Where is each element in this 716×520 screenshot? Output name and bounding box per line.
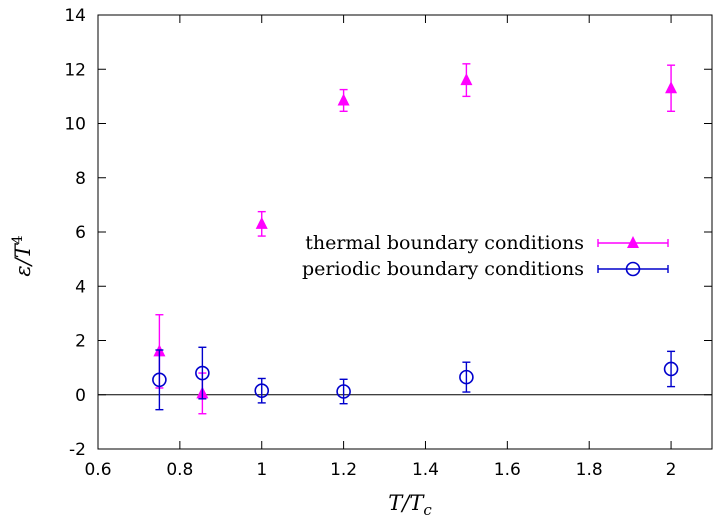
x-axis-title: T/Tc <box>388 491 432 519</box>
y-tick-label: 8 <box>75 169 86 189</box>
circle-marker <box>254 383 270 398</box>
data-point <box>663 350 679 388</box>
y-tick-label: 0 <box>75 386 86 406</box>
circle-marker <box>152 372 167 388</box>
y-tick-label: 12 <box>64 60 86 80</box>
x-axis-title-base: T/T <box>388 491 425 515</box>
y-tick-label: 4 <box>75 277 86 297</box>
x-axis-title-sub: c <box>423 501 432 519</box>
y-tick-label: 6 <box>75 223 86 243</box>
legend-item: periodic boundary conditions <box>302 258 669 280</box>
data-point <box>152 349 167 411</box>
y-tick-label: 14 <box>64 6 86 26</box>
legend-item: thermal boundary conditions <box>305 232 669 254</box>
x-tick-label: 1.4 <box>412 460 439 480</box>
legend-label: periodic boundary conditions <box>302 258 584 280</box>
x-tick-label: 1.6 <box>494 460 521 480</box>
data-point <box>459 361 474 393</box>
circle-marker <box>336 384 351 399</box>
triangle-marker <box>627 236 639 248</box>
y-tick-label: -2 <box>69 440 86 460</box>
circle-marker <box>195 365 210 381</box>
circle-marker <box>625 261 641 277</box>
circle-marker <box>459 369 474 385</box>
y-tick-label: 2 <box>75 332 86 352</box>
x-tick-label: 1 <box>256 460 267 480</box>
triangle-marker <box>337 93 350 106</box>
circle-marker <box>663 361 679 377</box>
series-layer <box>152 63 679 415</box>
data-point <box>337 88 350 112</box>
x-tick-label: 0.8 <box>166 460 193 480</box>
data-point <box>255 210 268 237</box>
y-axis-title-sup: 4 <box>10 235 26 244</box>
data-point <box>195 346 210 400</box>
y-tick-label: 10 <box>64 115 86 135</box>
y-axis-title: ε/T4 <box>10 235 35 276</box>
triangle-marker <box>665 81 678 94</box>
data-point <box>460 63 473 98</box>
triangle-marker <box>460 73 473 86</box>
triangle-marker <box>255 216 268 229</box>
x-tick-label: 1.8 <box>576 460 603 480</box>
legend: thermal boundary conditions periodic boun… <box>302 232 669 280</box>
legend-label: thermal boundary conditions <box>305 232 584 254</box>
x-tick-label: 1.2 <box>330 460 357 480</box>
x-tick-label: 2 <box>666 460 677 480</box>
data-point <box>336 378 351 405</box>
data-point <box>254 377 270 404</box>
x-tick-label: 0.6 <box>84 460 111 480</box>
y-axis-title-base: ε/T <box>11 242 35 276</box>
series-periodic <box>152 346 679 411</box>
axis-ticks: 0.6 0.8 1 1.2 1.4 1.6 1.8 2 -2 0 2 4 6 8 10 12 14 <box>64 6 712 480</box>
data-point <box>665 64 678 112</box>
